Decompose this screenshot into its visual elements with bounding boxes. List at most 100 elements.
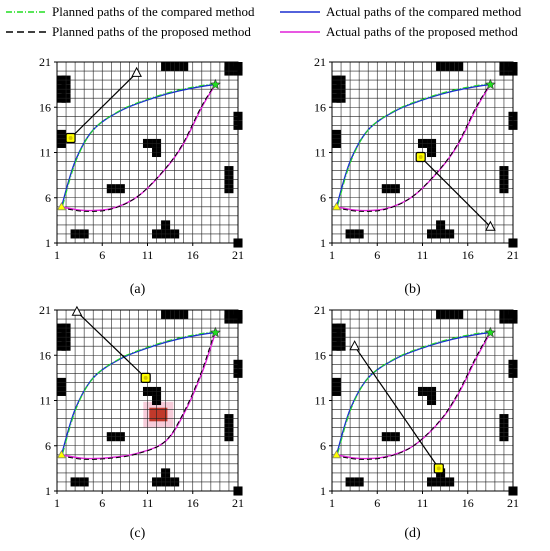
panel-c: 1 1 6 6 11 11 16 16 21 21 (c): [0, 294, 275, 549]
series-line-planned-proposed: [335, 333, 490, 460]
y-tick-label: 21: [314, 55, 326, 69]
moving-obstacle-center: [143, 375, 148, 380]
trajectory-end-triangle-icon: [71, 305, 83, 316]
panel-d: 1 1 6 6 11 11 16 16 21 21 (d): [275, 294, 550, 549]
moving-obstacle-trajectory: [76, 311, 147, 379]
y-tick-label: 16: [314, 348, 326, 362]
moving-obstacle-center: [418, 155, 423, 160]
x-tick-label: 16: [187, 248, 199, 262]
caption-a: (a): [129, 282, 146, 297]
legend-item-planned-proposed: Planned paths of the proposed method: [4, 24, 251, 40]
x-tick-label: 21: [232, 248, 244, 262]
legend-item-planned-compared: Planned paths of the compared method: [4, 4, 255, 20]
panel-b: 1 1 6 6 11 11 16 16 21 21 (b): [275, 46, 550, 301]
legend-swatch-actual-compared: [280, 11, 320, 13]
series-line-planned-compared: [62, 330, 217, 454]
legend-label-actual-compared: Actual paths of the compared method: [326, 4, 522, 19]
legend-swatch-actual-proposed: [280, 31, 320, 33]
y-tick-label: 21: [39, 55, 51, 69]
legend-label-actual-proposed: Actual paths of the proposed method: [326, 24, 518, 39]
goal-marker-star-icon: [209, 326, 221, 338]
x-tick-label: 1: [329, 248, 335, 262]
y-tick-label: 11: [314, 394, 326, 408]
moving-obstacle-center: [436, 466, 441, 471]
series-line-planned-compared: [337, 82, 492, 206]
y-tick-label: 11: [39, 146, 51, 160]
x-tick-label: 1: [54, 248, 60, 262]
caption-c: (c): [129, 526, 146, 541]
start-marker-icon: [331, 201, 342, 211]
y-tick-label: 21: [39, 303, 51, 317]
series-line-actual-compared: [335, 83, 491, 208]
goal-marker-star-icon: [484, 78, 496, 90]
series-line-planned-proposed: [60, 85, 215, 212]
legend-label-planned-proposed: Planned paths of the proposed method: [52, 24, 251, 39]
x-tick-label: 6: [99, 248, 105, 262]
legend-swatch-planned-proposed: [6, 31, 46, 33]
x-tick-label: 16: [462, 496, 474, 510]
grid: [331, 309, 514, 492]
y-tick-label: 1: [320, 236, 326, 250]
series-line-actual-compared: [335, 331, 491, 456]
y-tick-label: 6: [45, 439, 51, 453]
trajectory-end-triangle-icon: [485, 220, 496, 231]
x-tick-label: 21: [507, 496, 519, 510]
x-tick-label: 6: [374, 496, 380, 510]
trajectory-end-triangle-icon: [131, 66, 142, 77]
y-tick-label: 11: [314, 146, 326, 160]
x-tick-label: 6: [374, 248, 380, 262]
x-tick-label: 11: [417, 496, 429, 510]
start-marker-icon: [331, 449, 342, 459]
y-tick-label: 6: [320, 439, 326, 453]
y-tick-label: 1: [320, 484, 326, 498]
x-tick-label: 16: [462, 248, 474, 262]
legend-item-actual-proposed: Actual paths of the proposed method: [278, 24, 518, 40]
series-line-planned-proposed: [60, 333, 215, 460]
x-tick-label: 11: [142, 496, 154, 510]
moving-obstacle-center: [68, 136, 73, 141]
legend: Planned paths of the compared method Act…: [0, 0, 550, 46]
series-line-planned-compared: [337, 330, 492, 454]
legend-label-planned-compared: Planned paths of the compared method: [52, 4, 255, 19]
x-tick-label: 1: [329, 496, 335, 510]
x-tick-label: 21: [507, 248, 519, 262]
x-tick-label: 16: [187, 496, 199, 510]
grid: [56, 61, 239, 244]
start-marker-icon: [56, 201, 67, 211]
legend-swatch-planned-compared: [6, 11, 46, 13]
y-tick-label: 1: [45, 236, 51, 250]
y-tick-label: 11: [39, 394, 51, 408]
x-tick-label: 21: [232, 496, 244, 510]
danger-zone: [149, 407, 168, 422]
x-tick-label: 1: [54, 496, 60, 510]
legend-item-actual-compared: Actual paths of the compared method: [278, 4, 521, 20]
y-tick-label: 21: [314, 303, 326, 317]
series-line-actual-proposed: [61, 332, 217, 460]
y-tick-label: 1: [45, 484, 51, 498]
x-tick-label: 6: [99, 496, 105, 510]
start-marker-icon: [56, 449, 67, 459]
series-line-actual-compared: [60, 83, 216, 208]
panel-a: 1 1 6 6 11 11 16 16 21 21 (a): [0, 46, 275, 301]
series-line-planned-compared: [62, 82, 217, 206]
moving-obstacle-trajectory: [70, 72, 138, 139]
moving-obstacle-trajectory: [354, 345, 440, 469]
series-line-planned-proposed: [335, 85, 490, 212]
y-tick-label: 6: [320, 191, 326, 205]
y-tick-label: 6: [45, 191, 51, 205]
moving-obstacle-trajectory: [420, 156, 491, 228]
grid: [56, 309, 239, 492]
y-tick-label: 16: [39, 100, 51, 114]
y-tick-label: 16: [314, 100, 326, 114]
series-line-actual-compared: [60, 331, 216, 456]
caption-b: (b): [404, 282, 421, 297]
caption-d: (d): [404, 526, 421, 541]
goal-marker-star-icon: [209, 78, 221, 90]
goal-marker-star-icon: [484, 326, 496, 338]
y-tick-label: 16: [39, 348, 51, 362]
x-tick-label: 11: [142, 248, 154, 262]
